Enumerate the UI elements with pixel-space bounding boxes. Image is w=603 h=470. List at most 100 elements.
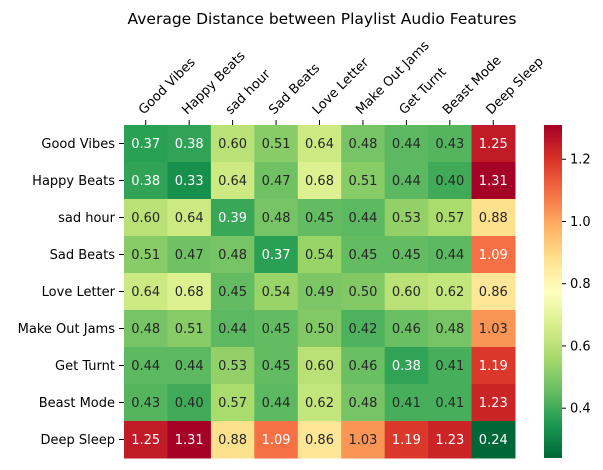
cell-value-label: 0.43 xyxy=(131,396,160,411)
cell-value-label: 0.45 xyxy=(305,211,334,226)
cell-value-label: 0.43 xyxy=(435,137,464,152)
heatmap-cell xyxy=(210,310,255,348)
cell-value-label: 0.44 xyxy=(262,396,291,411)
heatmap-cell xyxy=(428,199,473,237)
cell-value-label: 0.40 xyxy=(175,396,204,411)
heatmap-cell xyxy=(167,310,212,348)
heatmap-cell xyxy=(341,310,386,348)
heatmap-cell xyxy=(428,236,473,274)
cell-value-label: 0.38 xyxy=(131,174,160,189)
cell-value-label: 0.50 xyxy=(305,322,334,337)
x-tick-label: Make Out Jams xyxy=(353,38,433,118)
heatmap-cell xyxy=(124,236,168,274)
heatmap-cell xyxy=(471,125,516,163)
heatmap-cell xyxy=(254,162,299,200)
heatmap-cells xyxy=(124,125,516,459)
y-tick-label: Good Vibes xyxy=(41,137,115,152)
cell-value-label: 0.49 xyxy=(305,285,334,300)
cell-value-label: 0.68 xyxy=(305,174,334,189)
cell-value-label: 0.54 xyxy=(305,248,334,263)
cell-value-label: 1.25 xyxy=(131,433,160,448)
heatmap-cell xyxy=(254,384,299,422)
heatmap-cell xyxy=(384,199,429,237)
heatmap-cell xyxy=(297,273,342,311)
heatmap-cell xyxy=(471,273,516,311)
cell-value-label: 0.51 xyxy=(262,137,291,152)
heatmap-cell xyxy=(297,125,342,163)
y-axis: Good Vibes Happy Beats sad hour Sad Beats Lo… xyxy=(18,137,124,448)
heatmap-cell xyxy=(428,162,473,200)
cell-value-label: 0.33 xyxy=(175,174,204,189)
heatmap-cell xyxy=(210,162,255,200)
heatmap-cell xyxy=(167,384,212,422)
y-tick-label: Sad Beats xyxy=(50,248,116,263)
heatmap-cell xyxy=(341,236,386,274)
cell-value-label: 0.40 xyxy=(435,174,464,189)
heatmap-cell xyxy=(341,162,386,200)
heatmap-cell xyxy=(297,384,342,422)
heatmap-cell xyxy=(210,384,255,422)
cell-value-label: 0.42 xyxy=(348,322,377,337)
heatmap-cell xyxy=(428,310,473,348)
colorbar-tick-label: 1.2 xyxy=(570,153,591,168)
cell-value-label: 0.64 xyxy=(175,211,204,226)
heatmap-cell xyxy=(254,421,299,459)
cell-value-label: 0.38 xyxy=(392,359,421,374)
y-tick-label: Make Out Jams xyxy=(18,322,116,337)
colorbar: 0.4 0.6 0.8 1.0 1.2 xyxy=(544,125,591,458)
y-tick-label: Get Turnt xyxy=(55,359,115,374)
heatmap-cell xyxy=(428,384,473,422)
heatmap-cell xyxy=(254,310,299,348)
cell-value-label: 1.03 xyxy=(479,322,508,337)
cell-value-label: 0.45 xyxy=(392,248,421,263)
cell-value-label: 0.44 xyxy=(435,248,464,263)
cell-value-label: 0.44 xyxy=(392,137,421,152)
cell-value-label: 1.23 xyxy=(435,433,464,448)
y-tick-label: Deep Sleep xyxy=(40,433,115,448)
heatmap-cell xyxy=(428,273,473,311)
cell-value-label: 0.46 xyxy=(392,322,421,337)
heatmap-cell xyxy=(384,273,429,311)
colorbar-tick-label: 1.0 xyxy=(570,215,591,230)
cell-value-label: 0.62 xyxy=(435,285,464,300)
heatmap-cell xyxy=(471,421,516,459)
cell-value-label: 0.39 xyxy=(218,211,247,226)
heatmap-cell xyxy=(471,236,516,274)
heatmap-cell xyxy=(167,236,212,274)
heatmap-cell xyxy=(124,384,168,422)
heatmap-cell xyxy=(341,199,386,237)
heatmap-cell xyxy=(210,347,255,385)
heatmap-cell xyxy=(254,273,299,311)
cell-value-label: 0.62 xyxy=(305,396,334,411)
cell-value-label: 0.64 xyxy=(305,137,334,152)
cell-value-label: 0.51 xyxy=(131,248,160,263)
heatmap-cell-labels: 0.37 0.38 0.60 0.51 0.64 0.48 0.44 0.43 1.25 0.38… xyxy=(131,137,508,448)
heatmap-cell xyxy=(471,162,516,200)
y-tick-label: Happy Beats xyxy=(32,174,115,189)
cell-value-label: 0.45 xyxy=(218,285,247,300)
heatmap-cell xyxy=(167,199,212,237)
heatmap-cell xyxy=(428,347,473,385)
cell-value-label: 0.37 xyxy=(131,137,160,152)
y-tick-label: sad hour xyxy=(58,211,116,226)
heatmap-cell xyxy=(341,384,386,422)
cell-value-label: 1.31 xyxy=(175,433,204,448)
cell-value-label: 0.53 xyxy=(218,359,247,374)
colorbar-tick-label: 0.6 xyxy=(570,339,591,354)
cell-value-label: 0.54 xyxy=(262,285,291,300)
cell-value-label: 1.19 xyxy=(392,433,421,448)
heatmap-cell xyxy=(254,236,299,274)
heatmap-cell xyxy=(471,199,516,237)
heatmap-cell xyxy=(297,347,342,385)
cell-value-label: 0.48 xyxy=(348,396,377,411)
cell-value-label: 1.25 xyxy=(479,137,508,152)
heatmap-cell xyxy=(297,310,342,348)
cell-value-label: 1.23 xyxy=(479,396,508,411)
heatmap-cell xyxy=(471,310,516,348)
heatmap-cell xyxy=(167,421,212,459)
cell-value-label: 0.64 xyxy=(218,174,247,189)
cell-value-label: 0.41 xyxy=(392,396,421,411)
cell-value-label: 0.45 xyxy=(262,322,291,337)
heatmap-cell xyxy=(254,199,299,237)
